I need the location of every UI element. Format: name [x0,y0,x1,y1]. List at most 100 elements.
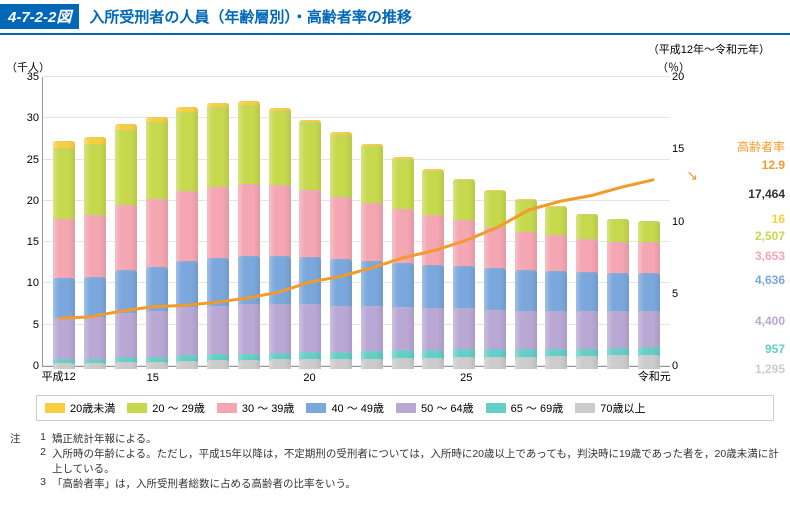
bar [484,190,506,366]
bar-segment [607,273,629,314]
figure-title: 入所受刑者の人員（年齢層別）・高齢者率の推移 [89,6,412,27]
bar-segment [515,200,537,234]
bar-segment [515,232,537,273]
bar [299,120,321,366]
bar [146,117,168,366]
bar-segment [638,242,660,275]
end-annotation: 2,507 [755,229,785,243]
bar [422,169,444,366]
bar-segment [330,259,352,308]
bar-segment [484,191,506,230]
legend-label: 30 ～ 39歳 [242,400,295,416]
bar-segment [422,215,444,268]
x-tick: 20 [303,372,315,384]
footnote-text: 矯正統計年報による。 [52,431,780,446]
footnote-number: 1 [32,431,46,446]
bar-segment [484,310,506,353]
legend-label: 20歳未満 [70,400,115,416]
bar-segment [484,268,506,312]
bar-segment [269,359,291,369]
bar-segment [453,308,475,352]
y-left-tick: 35 [13,71,39,83]
bar [207,103,229,366]
bar-segment [84,277,106,321]
y-left-tick: 15 [13,236,39,248]
bar-segment [545,356,567,369]
bar-segment [361,359,383,369]
bar-segment [84,317,106,361]
bar [638,221,660,366]
bar-segment [638,311,660,350]
legend: 20歳未満20 ～ 29歳30 ～ 39歳40 ～ 49歳50 ～ 64歳65 … [36,395,774,421]
bar-segment [176,191,198,264]
bar-segment [115,130,137,208]
legend-item: 30 ～ 39歳 [217,400,295,416]
bar-segment [299,122,321,193]
legend-item: 20 ～ 29歳 [127,400,205,416]
x-tick: 15 [147,372,159,384]
bar-segment [576,239,598,275]
bar-segment [269,304,291,356]
bar [330,132,352,366]
x-tick: 25 [460,372,472,384]
bar-segment [299,257,321,307]
bar-segment [453,266,475,311]
bar-segment [299,304,321,355]
bar [545,206,567,366]
bar [238,101,260,366]
footnote-label [10,446,32,476]
bar-segment [453,357,475,369]
x-tick: 令和元 [638,368,671,384]
bar [361,144,383,366]
figure-number: 4-7-2-2図 [8,9,71,26]
bar-segment [207,360,229,369]
bar-segment [53,219,75,282]
bar-segment [576,214,598,242]
bar-segment [207,306,229,358]
end-annotation: 4,636 [755,273,785,287]
bar [453,179,475,366]
bar-segment [238,184,260,259]
bar-segment [545,207,567,238]
bar [115,124,137,366]
bar-segment [84,144,106,218]
figure-subtitle: （平成12年～令和元年） [0,41,790,57]
bar-segment [146,199,168,269]
bar-segment [484,357,506,369]
y-right-tick: 10 [672,216,692,228]
legend-label: 70歳以上 [600,400,645,416]
y-left-tick: 0 [13,360,39,372]
bar-segment [607,242,629,276]
bar-segment [146,122,168,203]
bar-segment [515,270,537,314]
bar-segment [576,311,598,351]
bar [607,219,629,366]
bar-segment [207,107,229,190]
y-right-tick: 15 [672,143,692,155]
figure-number-badge: 4-7-2-2図 [0,4,79,29]
bar-segment [146,311,168,360]
arrow-icon: ↘ [686,167,698,184]
bar-segment [545,311,567,352]
footnote-row: 注1矯正統計年報による。 [10,431,780,446]
bar-segment [84,363,106,369]
end-annotation: 3,653 [755,249,785,263]
bar-segment [176,261,198,310]
y-right-tick: 5 [672,288,692,300]
bar-segment [392,263,414,310]
bar-segment [576,356,598,369]
figure-title-bar: 4-7-2-2図 入所受刑者の人員（年齢層別）・高齢者率の推移 [0,0,790,35]
y-right-tick: 20 [672,71,692,83]
bar-segment [53,278,75,321]
end-annotation: 1,295 [755,362,785,376]
bar-segment [453,180,475,223]
footnotes: 注1矯正統計年報による。2入所時の年齢による。ただし，平成15年以降は，不定期刑… [0,427,790,501]
bars-layer [43,77,670,366]
bar-segment [361,146,383,205]
bar-segment [330,359,352,369]
bar-segment [638,273,660,314]
y-left-tick: 25 [13,154,39,166]
footnote-label [10,476,32,491]
bar-segment [176,112,198,195]
bar-segment [299,190,321,259]
